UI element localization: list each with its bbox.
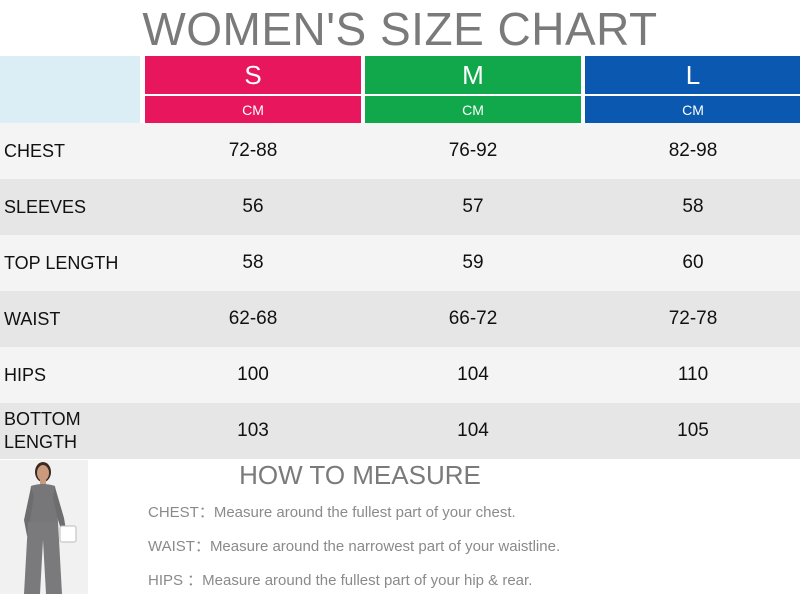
cell-value: 72-78 (668, 308, 718, 329)
cell-value: 66-72 (448, 308, 498, 329)
size-header-s: S (145, 56, 361, 94)
table-row-chest: CHEST 72-88 76-92 82-98 (0, 123, 800, 179)
cell-value: 59 (462, 252, 484, 273)
how-to-measure-title: HOW TO MEASURE (239, 460, 481, 490)
cell-value: 100 (237, 364, 269, 385)
row-label: CHEST (4, 140, 66, 161)
table-row-top-length: TOP LENGTH 58 59 60 (0, 235, 800, 291)
row-label: SLEEVES (4, 196, 87, 217)
measure-tip-chest: CHEST：Measure around the fullest part of… (148, 504, 516, 521)
table-row-sleeves: SLEEVES 56 57 58 (0, 179, 800, 235)
unit-header-l: CM (585, 96, 800, 123)
cell-value: 82-98 (668, 140, 718, 161)
cell-value: 105 (677, 420, 709, 441)
cell-value: 58 (242, 252, 264, 273)
cell-value: 104 (457, 420, 489, 441)
row-label: BOTTOM LENGTH (4, 409, 81, 452)
cell-value: 62-68 (228, 308, 278, 329)
measure-tip-hips: HIPS ：Measure around the fullest part of… (148, 572, 533, 589)
cell-value: 57 (462, 196, 484, 217)
model-figure-icon (0, 460, 88, 594)
cell-value: 103 (237, 420, 269, 441)
cell-value: 72-88 (228, 140, 278, 161)
row-label: WAIST (4, 308, 61, 329)
cell-value: 76-92 (448, 140, 498, 161)
row-label: TOP LENGTH (4, 252, 119, 273)
measure-tip-waist: WAIST：Measure around the narrowest part … (148, 538, 561, 555)
table-corner (0, 56, 140, 123)
model-photo (0, 460, 88, 594)
cell-value: 56 (242, 196, 264, 217)
unit-header-m: CM (365, 96, 581, 123)
table-row-waist: WAIST 62-68 66-72 72-78 (0, 291, 800, 347)
table-row-bottom-length: BOTTOM LENGTH 103 104 105 (0, 403, 800, 459)
cell-value: 60 (682, 252, 704, 273)
size-header-m: M (365, 56, 581, 94)
cell-value: 110 (677, 364, 709, 385)
size-header-row: S M L (0, 56, 800, 94)
unit-header-s: CM (145, 96, 361, 123)
cell-value: 58 (682, 196, 704, 217)
table-row-hips: HIPS 100 104 110 (0, 347, 800, 403)
unit-header-row: CM CM CM (0, 96, 800, 123)
page-title: WOMEN'S SIZE CHART (142, 3, 658, 55)
cell-value: 104 (457, 364, 489, 385)
size-header-l: L (585, 56, 800, 94)
row-label: HIPS (4, 364, 47, 385)
